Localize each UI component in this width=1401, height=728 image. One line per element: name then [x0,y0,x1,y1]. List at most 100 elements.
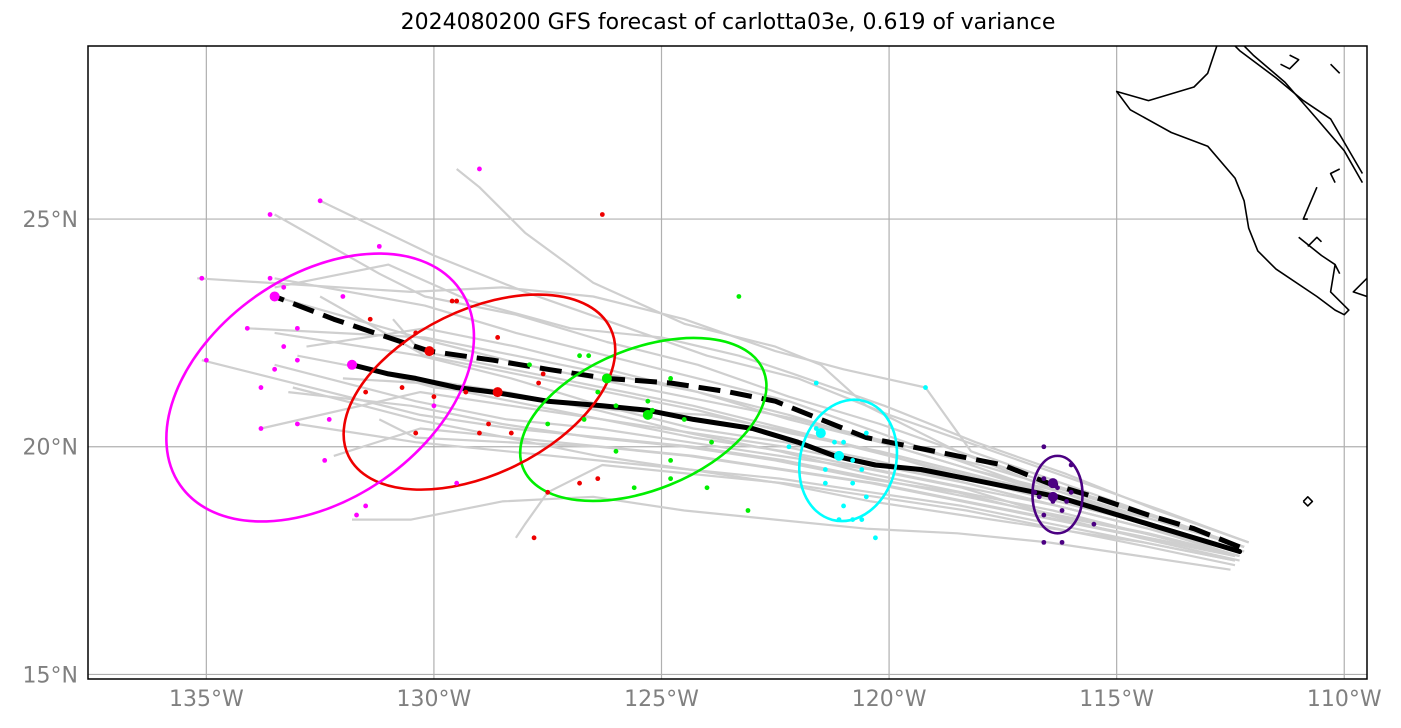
member-point [1068,462,1074,468]
ensemble-track [247,327,1245,548]
member-point [1064,498,1069,504]
mean-track [349,362,1243,554]
member-point [413,330,419,336]
member-point [745,508,751,513]
chart-title: 2024080200 GFS forecast of carlotta03e, … [400,10,1056,35]
member-point [199,275,205,281]
ensemble-track [201,359,1240,558]
member-point [786,444,792,450]
member-point [281,284,287,290]
member-points [199,166,1097,545]
ensemble-track [297,422,1236,562]
member-point [477,166,482,172]
member-point [367,316,373,322]
coastline [1115,46,1350,316]
member-point [859,467,865,472]
ensemble-track [378,418,1236,558]
gridlines [88,46,1367,679]
member-point [363,503,369,509]
member-point [859,517,865,523]
coastline [1302,186,1318,220]
ensemble-track [342,377,1240,553]
member-point [267,212,273,217]
ensemble-track [319,295,1245,548]
member-point [668,458,674,463]
member-point [822,480,828,486]
x-tick-label: 125°W [624,687,699,712]
member-point [668,476,674,482]
member-point [736,294,742,299]
member-point [1059,539,1065,545]
x-tick-label: 135°W [169,687,244,712]
ensemble-track [392,318,1240,553]
control-track [273,294,1241,550]
member-point [413,430,419,436]
coastline [1307,236,1323,247]
member-point [613,403,619,409]
member-point [258,385,264,390]
member-point [836,517,842,523]
member-point [841,439,846,445]
ensemble-track [319,199,1250,544]
uncertainty-ellipse [797,398,899,523]
member-point [850,458,856,463]
member-point [1068,489,1074,495]
member-point [203,357,209,363]
member-point [631,485,637,491]
ensemble-track [292,386,1236,562]
member-point [294,357,300,363]
member-point [545,421,551,427]
x-tick-label: 115°W [1079,687,1154,712]
member-point [595,389,601,395]
coastline [1302,496,1314,507]
member-point [863,494,869,500]
member-point [586,353,592,359]
coastline [1352,277,1367,298]
member-point [258,426,264,431]
control-position-marker [269,291,280,302]
member-point [1032,489,1038,495]
plot-frame [87,45,1368,680]
member-point [923,385,928,390]
ensemble-tracks [197,168,1250,571]
member-point [709,439,714,445]
member-point [536,380,542,386]
member-point [508,430,514,436]
coastline [1280,54,1300,70]
member-point [326,417,332,422]
mean-position-marker [1047,491,1058,502]
member-point [1041,512,1047,518]
member-point [244,325,250,331]
member-point [850,517,856,523]
member-point [495,335,501,340]
member-point [431,394,437,400]
member-point [454,480,460,486]
x-tick-label: 110°W [1307,687,1382,712]
member-point [531,535,537,541]
member-point [1041,444,1047,450]
coastline [1329,168,1341,183]
x-tick-label: 130°W [397,687,472,712]
member-point [363,389,369,395]
member-point [340,294,346,299]
member-point [1091,521,1097,527]
coastlines [1115,46,1367,507]
member-point [813,380,819,386]
ensemble-track [288,391,1240,562]
member-point [540,371,546,377]
member-point [376,243,382,249]
uncertainty-ellipses [165,252,1084,535]
member-point [832,439,837,445]
member-point [317,198,323,204]
member-point [267,275,273,281]
member-point [668,376,674,381]
member-point [294,421,300,427]
y-tick-label: 20°N [23,436,78,461]
member-point [577,480,582,486]
member-point [281,344,287,349]
control-position-marker [1047,478,1058,489]
coastline [1243,46,1364,183]
member-point [527,362,532,368]
coastline [1233,46,1364,174]
